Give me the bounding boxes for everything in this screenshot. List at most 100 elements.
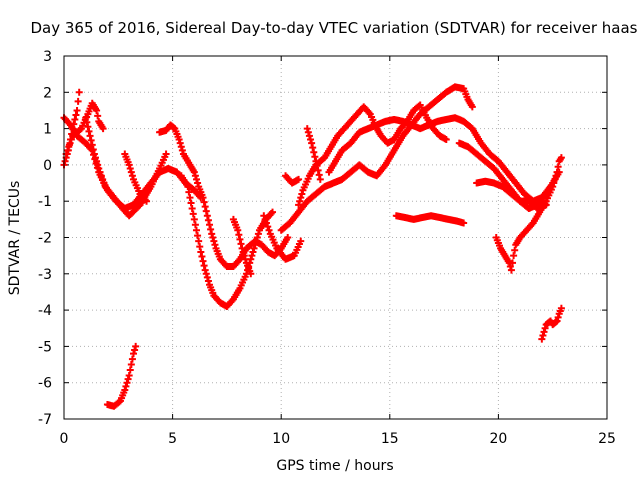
plot-frame xyxy=(63,55,608,420)
data-point xyxy=(269,208,277,216)
data-point xyxy=(208,230,216,238)
data-point xyxy=(189,210,197,218)
data-point xyxy=(265,226,273,234)
data-point xyxy=(202,207,210,215)
data-point xyxy=(65,143,73,151)
data-point xyxy=(203,273,211,281)
data-point xyxy=(177,143,185,151)
data-point xyxy=(75,88,83,96)
data-point xyxy=(261,215,269,223)
data-point xyxy=(192,226,200,234)
data-point xyxy=(550,179,558,187)
data-point xyxy=(236,235,244,243)
data-point xyxy=(100,179,108,187)
data-point xyxy=(203,212,211,220)
data-point xyxy=(509,259,517,267)
series-arc-16 xyxy=(392,212,468,227)
series-arc-09 xyxy=(229,215,255,278)
data-point xyxy=(554,163,562,171)
data-point xyxy=(91,154,99,162)
data-point xyxy=(557,304,565,312)
data-point xyxy=(201,266,209,274)
y-tick-label: 1 xyxy=(43,122,52,138)
y-tick-label: -4 xyxy=(38,303,52,319)
data-point xyxy=(309,144,317,152)
data-point xyxy=(187,199,195,207)
data-point xyxy=(510,252,518,260)
data-point xyxy=(143,197,151,205)
data-point xyxy=(307,135,315,143)
y-tick-label: -6 xyxy=(38,376,52,392)
data-point xyxy=(507,266,515,274)
data-point xyxy=(196,243,204,251)
data-point xyxy=(115,398,123,406)
data-point xyxy=(234,226,242,234)
data-point xyxy=(506,263,514,271)
data-point xyxy=(197,248,205,256)
data-point xyxy=(199,194,207,202)
data-point xyxy=(253,234,261,241)
x-tick-label: 0 xyxy=(60,431,69,447)
data-point xyxy=(538,335,546,343)
x-tick-label: 15 xyxy=(381,431,399,447)
data-point xyxy=(241,255,249,263)
data-point xyxy=(95,165,103,173)
series-arc-12 xyxy=(282,172,303,187)
data-point xyxy=(549,183,557,191)
data-point xyxy=(313,162,321,170)
data-point xyxy=(249,248,257,256)
data-point xyxy=(305,132,313,140)
data-point xyxy=(191,221,199,229)
y-tick-label: 0 xyxy=(43,158,52,174)
data-point xyxy=(295,175,303,183)
data-point xyxy=(211,241,219,249)
data-point xyxy=(308,139,316,147)
data-point xyxy=(210,237,218,245)
data-point xyxy=(315,171,323,179)
data-point xyxy=(184,183,192,191)
data-point xyxy=(252,237,260,245)
x-tick-label: 10 xyxy=(272,431,290,447)
data-point xyxy=(304,128,312,136)
data-point xyxy=(66,139,74,147)
data-point xyxy=(295,201,303,209)
data-point xyxy=(127,168,135,176)
data-point xyxy=(247,270,255,278)
data-point xyxy=(175,135,183,143)
data-point xyxy=(93,106,101,114)
x-axis-label: GPS time / hours xyxy=(276,458,393,474)
x-tick-label: 20 xyxy=(489,431,507,447)
data-point xyxy=(553,317,561,325)
data-point xyxy=(206,221,214,229)
y-tick-label: -7 xyxy=(38,412,52,428)
chart-title: Day 365 of 2016, Sidereal Day-to-day VTE… xyxy=(30,19,637,37)
data-point xyxy=(551,175,559,183)
data-point xyxy=(82,114,90,122)
y-tick-label: -5 xyxy=(38,339,52,355)
series-arc-14 xyxy=(303,125,324,183)
data-point xyxy=(191,172,199,180)
data-point xyxy=(176,139,184,147)
series-arc-15 xyxy=(325,114,555,205)
data-point xyxy=(63,146,71,154)
series-arc-06 xyxy=(121,150,151,205)
data-point xyxy=(468,103,476,111)
data-point xyxy=(552,172,560,180)
y-axis-label: SDTVAR / TECUs xyxy=(7,181,23,296)
data-point xyxy=(85,127,93,135)
data-point xyxy=(235,231,243,239)
data-point xyxy=(553,168,561,176)
data-point xyxy=(122,382,130,390)
data-point xyxy=(540,328,548,336)
data-point xyxy=(194,179,202,187)
data-point xyxy=(185,188,193,196)
data-point xyxy=(94,112,102,120)
data-point xyxy=(86,132,94,140)
y-tick-label: -3 xyxy=(38,267,52,283)
data-point xyxy=(297,194,305,202)
series-arc-20 xyxy=(538,304,565,343)
series-arc-19 xyxy=(492,154,565,274)
series-arc-05 xyxy=(103,342,140,410)
data-point xyxy=(71,116,79,124)
data-point xyxy=(200,198,208,206)
